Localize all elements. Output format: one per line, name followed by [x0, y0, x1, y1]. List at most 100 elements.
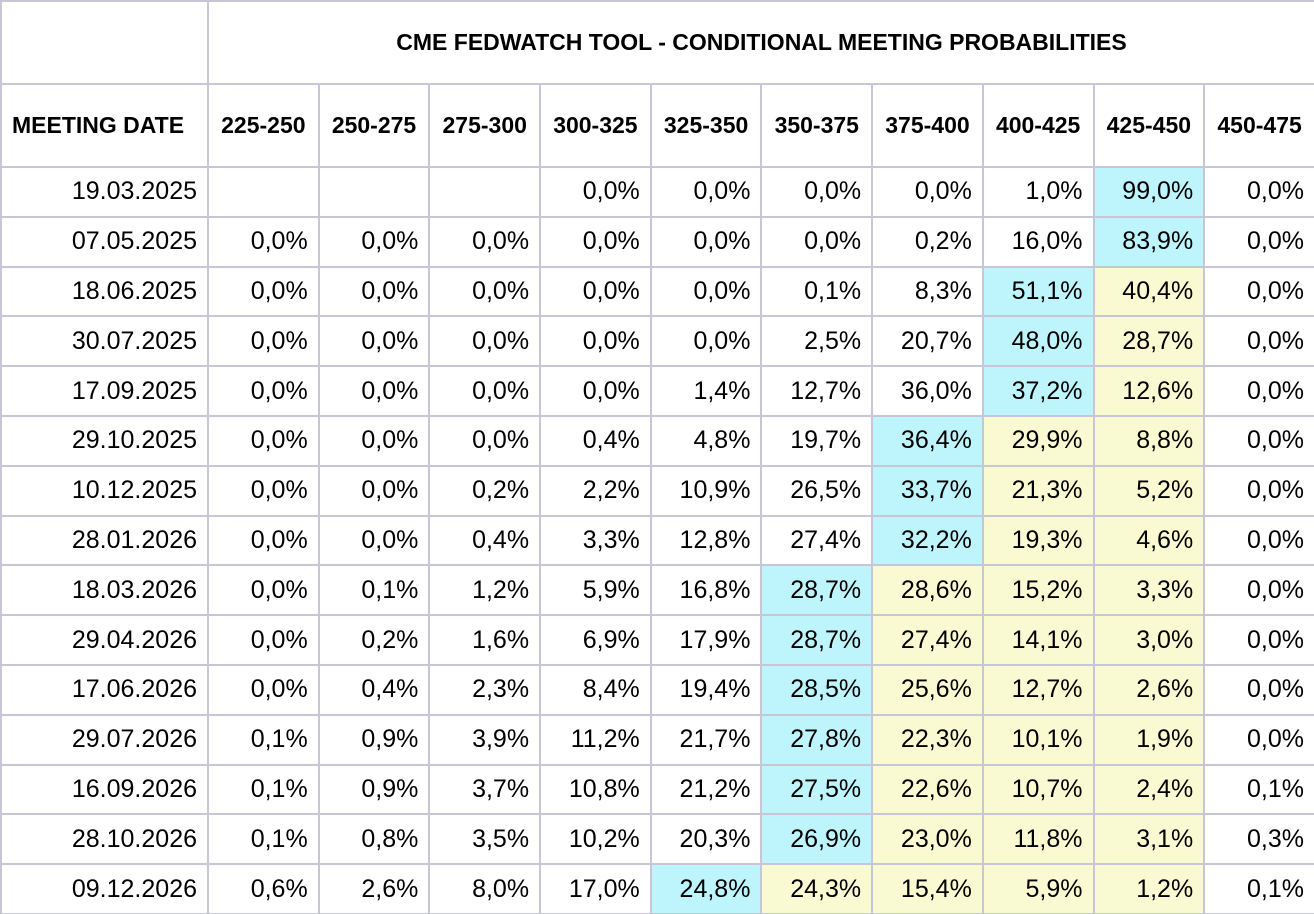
probability-cell: 10,2% — [539, 813, 652, 866]
probability-cell: 24,3% — [760, 863, 874, 914]
meeting-date-cell: 28.10.2026 — [0, 813, 209, 866]
probability-cell: 0,0% — [1203, 663, 1314, 716]
probability-cell: 5,9% — [981, 863, 1095, 914]
probability-cell: 21,2% — [649, 763, 763, 816]
table-row: 28.10.2026 0,1% 0,8% 3,5% 10,2% 20,3% 26,9% 23,… — [0, 813, 1314, 866]
probability-cell: 27,5% — [760, 763, 874, 816]
rate-range-header-450-475: 450-475 — [1203, 83, 1314, 168]
probability-cell: 0,6% — [207, 863, 320, 914]
probability-cell: 3,3% — [539, 514, 652, 567]
probability-cell: 0,0% — [207, 663, 320, 716]
meeting-date-cell: 17.06.2026 — [0, 663, 209, 716]
probability-cell: 19,4% — [649, 663, 763, 716]
probability-cell — [317, 166, 431, 218]
probability-cell: 32,2% — [871, 514, 984, 567]
probability-cell: 0,0% — [207, 265, 320, 318]
probability-cell: 0,0% — [207, 464, 320, 517]
probability-cell: 0,0% — [207, 614, 320, 666]
probability-cell: 0,0% — [317, 414, 431, 467]
probability-cell: 29,9% — [981, 414, 1095, 467]
probability-cell: 8,0% — [428, 863, 542, 914]
probability-cell: 0,0% — [539, 265, 652, 318]
probability-cell — [207, 166, 320, 218]
title-row: CME FEDWATCH TOOL - CONDITIONAL MEETING … — [0, 0, 1314, 85]
probability-cell: 0,0% — [539, 215, 652, 268]
table-row: 16.09.2026 0,1% 0,9% 3,7% 10,8% 21,2% 27,5% 22,… — [0, 763, 1314, 816]
probability-cell: 83,9% — [1092, 215, 1206, 268]
probability-cell: 0,0% — [317, 464, 431, 517]
probability-cell: 11,2% — [539, 713, 652, 766]
probability-cell: 0,0% — [871, 166, 984, 218]
probability-cell: 28,7% — [760, 564, 874, 617]
probability-cell: 24,8% — [649, 863, 763, 914]
probability-cell: 0,9% — [317, 713, 431, 766]
probability-cell: 40,4% — [1092, 265, 1206, 318]
probability-cell: 0,0% — [1203, 166, 1314, 218]
meeting-date-cell: 30.07.2025 — [0, 315, 209, 368]
probability-cell: 3,9% — [428, 713, 542, 766]
probability-cell: 21,3% — [981, 464, 1095, 517]
probability-cell: 10,9% — [649, 464, 763, 517]
probability-cell: 4,8% — [649, 414, 763, 467]
probability-cell: 1,2% — [428, 564, 542, 617]
probability-cell: 27,4% — [760, 514, 874, 567]
probability-cell: 0,0% — [207, 365, 320, 417]
probability-cell: 0,0% — [1203, 564, 1314, 617]
probability-cell: 10,8% — [539, 763, 652, 816]
probability-cell: 0,0% — [760, 166, 874, 218]
probability-cell: 1,4% — [649, 365, 763, 417]
probability-cell: 0,0% — [207, 315, 320, 368]
probability-cell: 0,9% — [317, 763, 431, 816]
probability-cell: 23,0% — [871, 813, 984, 866]
probability-cell: 0,0% — [539, 166, 652, 218]
probability-cell: 10,7% — [981, 763, 1095, 816]
probability-cell: 2,6% — [1092, 663, 1206, 716]
probability-cell: 0,0% — [428, 265, 542, 318]
table-row: 19.03.2025 0,0% 0,0% 0,0% 0,0% 1,0% 99,0% 0,0% — [0, 166, 1314, 218]
probability-cell: 20,7% — [871, 315, 984, 368]
meeting-date-cell: 16.09.2026 — [0, 763, 209, 816]
table-row: 17.06.2026 0,0% 0,4% 2,3% 8,4% 19,4% 28,5% 25,6… — [0, 663, 1314, 716]
probability-cell: 1,9% — [1092, 713, 1206, 766]
probability-cell: 28,7% — [1092, 315, 1206, 368]
meeting-date-cell: 18.03.2026 — [0, 564, 209, 617]
table-row: 17.09.2025 0,0% 0,0% 0,0% 0,0% 1,4% 12,7% 36,0%… — [0, 365, 1314, 417]
probability-cell: 0,3% — [1203, 813, 1314, 866]
meeting-date-cell: 29.07.2026 — [0, 713, 209, 766]
probability-cell: 6,9% — [539, 614, 652, 666]
table-row: 30.07.2025 0,0% 0,0% 0,0% 0,0% 0,0% 2,5% 20,7% 4… — [0, 315, 1314, 368]
meeting-date-header: MEETING DATE — [0, 83, 209, 168]
meeting-date-cell: 17.09.2025 — [0, 365, 209, 417]
probability-cell: 0,2% — [871, 215, 984, 268]
probability-cell: 27,8% — [760, 713, 874, 766]
probability-cell: 8,8% — [1092, 414, 1206, 467]
probability-cell: 0,1% — [207, 713, 320, 766]
rate-range-header-400-425: 400-425 — [981, 83, 1095, 168]
probability-cell: 0,0% — [207, 514, 320, 567]
rate-range-header-275-300: 275-300 — [428, 83, 542, 168]
probability-cell: 0,1% — [207, 813, 320, 866]
probability-cell: 0,1% — [1203, 863, 1314, 914]
probability-cell: 22,6% — [871, 763, 984, 816]
probability-cell: 0,0% — [539, 315, 652, 368]
rate-range-header-425-450: 425-450 — [1092, 83, 1206, 168]
probability-cell: 1,0% — [981, 166, 1095, 218]
column-header-row: MEETING DATE 225-250 250-275 275-300 300-32… — [0, 83, 1314, 168]
probability-cell: 2,4% — [1092, 763, 1206, 816]
table-row: 10.12.2025 0,0% 0,0% 0,2% 2,2% 10,9% 26,5% 33,7… — [0, 464, 1314, 517]
probability-cell: 16,0% — [981, 215, 1095, 268]
probability-cell: 0,0% — [760, 215, 874, 268]
probability-cell: 33,7% — [871, 464, 984, 517]
probability-cell: 12,7% — [760, 365, 874, 417]
probability-cell: 0,1% — [1203, 763, 1314, 816]
rate-range-header-250-275: 250-275 — [317, 83, 431, 168]
probability-cell: 5,2% — [1092, 464, 1206, 517]
probability-cell: 51,1% — [981, 265, 1095, 318]
probability-cell: 15,4% — [871, 863, 984, 914]
probability-cell: 25,6% — [871, 663, 984, 716]
probability-cell: 17,9% — [649, 614, 763, 666]
table-title: CME FEDWATCH TOOL - CONDITIONAL MEETING … — [207, 0, 1314, 85]
probability-cell: 0,1% — [207, 763, 320, 816]
probability-cell: 3,0% — [1092, 614, 1206, 666]
probability-cell: 0,0% — [317, 365, 431, 417]
